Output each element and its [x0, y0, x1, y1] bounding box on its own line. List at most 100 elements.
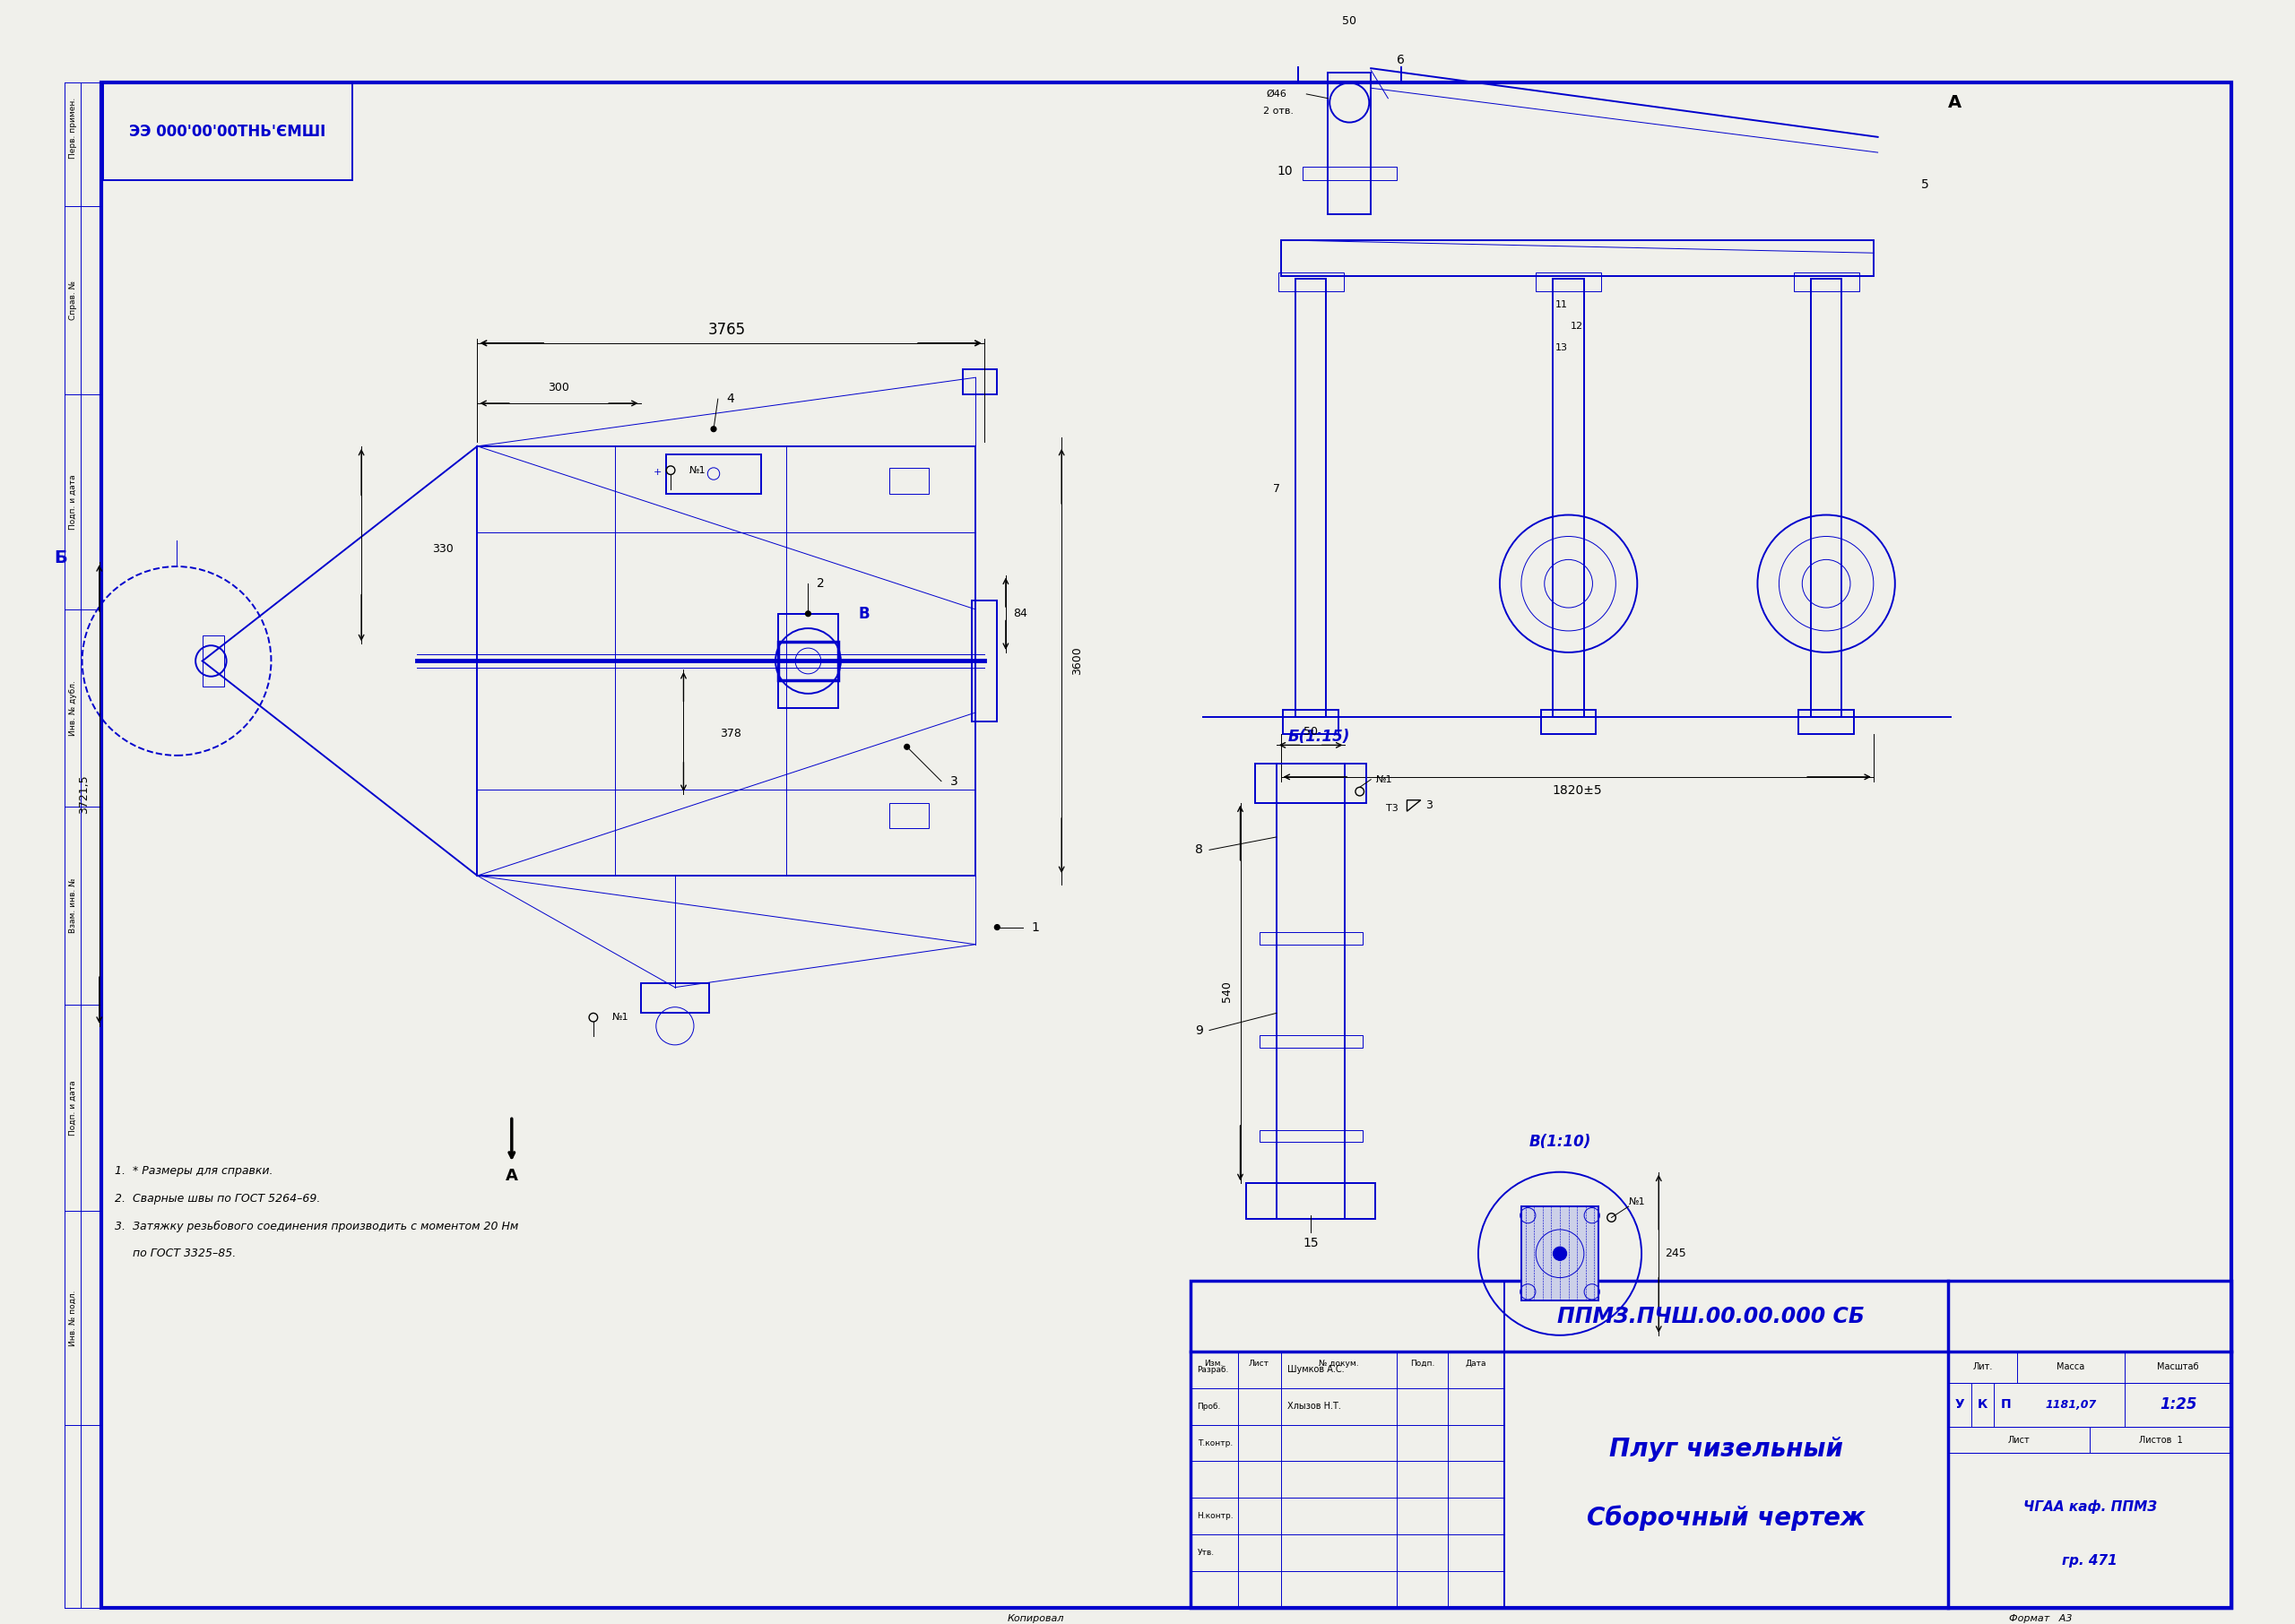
Text: 1:25: 1:25 — [2160, 1397, 2196, 1413]
Circle shape — [994, 924, 1001, 931]
Text: А: А — [1948, 94, 1962, 110]
Text: Плуг чизельный: Плуг чизельный — [1609, 1436, 1843, 1462]
Text: 13: 13 — [1556, 343, 1567, 352]
Text: Б: Б — [55, 549, 67, 567]
Text: 1181,07: 1181,07 — [2045, 1398, 2095, 1411]
Text: К: К — [1978, 1398, 1987, 1411]
Text: Перв. примен.: Перв. примен. — [69, 97, 76, 159]
Text: Н.контр.: Н.контр. — [1198, 1512, 1235, 1520]
Bar — [1294, 279, 1327, 716]
Text: Дата: Дата — [1467, 1359, 1487, 1367]
Text: Инв. № подл.: Инв. № подл. — [69, 1289, 76, 1346]
Text: 4: 4 — [728, 393, 734, 406]
Circle shape — [806, 611, 810, 615]
Text: Ø46: Ø46 — [1267, 89, 1287, 99]
Bar — [964, 369, 996, 395]
Text: У: У — [1955, 1398, 1965, 1411]
Circle shape — [904, 744, 909, 749]
Text: 12: 12 — [1570, 322, 1584, 330]
Text: 50: 50 — [1304, 726, 1317, 737]
Bar — [1191, 1281, 2231, 1608]
Text: 300: 300 — [549, 382, 569, 393]
Text: 3.  Затяжку резьбового соединения производить с моментом 20 Нм: 3. Затяжку резьбового соединения произво… — [115, 1220, 519, 1233]
Bar — [1278, 273, 1343, 292]
Bar — [1554, 279, 1584, 716]
Bar — [1281, 240, 1873, 276]
Text: 84: 84 — [1012, 607, 1028, 619]
Text: 50: 50 — [1343, 15, 1356, 28]
Text: №1: №1 — [613, 1013, 629, 1021]
Text: 2: 2 — [817, 578, 824, 590]
Text: 1: 1 — [1030, 921, 1040, 934]
Text: Подп.: Подп. — [1409, 1359, 1434, 1367]
Text: Инв. № дубл.: Инв. № дубл. — [69, 680, 76, 736]
Bar — [640, 983, 709, 1013]
Text: Подп. и дата: Подп. и дата — [69, 474, 76, 529]
Bar — [890, 468, 929, 494]
Text: ЭЭ 000'00'00ТНЬ'ЄМШІ: ЭЭ 000'00'00ТНЬ'ЄМШІ — [129, 123, 326, 140]
Text: Утв.: Утв. — [1198, 1549, 1214, 1557]
Text: Справ. №: Справ. № — [69, 281, 76, 320]
Bar — [890, 802, 929, 828]
Text: № докум.: № докум. — [1320, 1359, 1359, 1367]
Text: 3765: 3765 — [707, 322, 746, 338]
Bar — [202, 635, 225, 687]
Text: А: А — [505, 1168, 519, 1184]
Text: 2.  Сварные швы по ГОСТ 5264–69.: 2. Сварные швы по ГОСТ 5264–69. — [115, 1192, 321, 1205]
Text: Б(1:15): Б(1:15) — [1287, 729, 1349, 744]
Text: Т.контр.: Т.контр. — [1198, 1439, 1232, 1447]
Text: 8: 8 — [1196, 843, 1203, 856]
Circle shape — [1554, 1247, 1567, 1260]
Text: 3600: 3600 — [1072, 646, 1083, 676]
Text: 9: 9 — [1196, 1025, 1203, 1036]
Text: П: П — [2001, 1398, 2010, 1411]
Text: 1.  * Размеры для справки.: 1. * Размеры для справки. — [115, 1166, 273, 1177]
Bar — [1522, 1207, 1600, 1301]
Text: Копировал: Копировал — [1008, 1614, 1065, 1622]
Text: 7: 7 — [1274, 484, 1281, 495]
Text: Взам. инв. №: Взам. инв. № — [69, 879, 76, 934]
Text: 245: 245 — [1666, 1247, 1687, 1260]
Text: №1: №1 — [1375, 775, 1393, 784]
Text: 5: 5 — [1921, 179, 1930, 190]
Text: Подп. и дата: Подп. и дата — [69, 1080, 76, 1135]
Text: гр. 471: гр. 471 — [2063, 1554, 2118, 1567]
Text: 11: 11 — [1556, 300, 1567, 309]
Bar — [1283, 710, 1338, 734]
Bar — [103, 84, 351, 180]
Text: Масса: Масса — [2056, 1363, 2084, 1372]
Text: №1: №1 — [1629, 1197, 1646, 1207]
Bar — [1948, 1453, 2231, 1608]
Text: Сборочный чертеж: Сборочный чертеж — [1586, 1505, 1866, 1531]
Bar — [1301, 167, 1398, 180]
Text: 3: 3 — [1425, 799, 1432, 810]
Bar — [1260, 932, 1363, 945]
Text: 3: 3 — [950, 775, 957, 788]
Text: +: + — [654, 468, 661, 476]
Text: 3721,5: 3721,5 — [78, 775, 90, 814]
Text: Изм.: Изм. — [1205, 1359, 1223, 1367]
Text: по ГОСТ 3325–85.: по ГОСТ 3325–85. — [115, 1247, 236, 1260]
Text: Шумков А.С.: Шумков А.С. — [1287, 1366, 1345, 1374]
Bar — [1260, 1036, 1363, 1047]
Text: Листов  1: Листов 1 — [2139, 1436, 2183, 1444]
Text: В: В — [858, 606, 870, 622]
Text: Лист: Лист — [1248, 1359, 1269, 1367]
Text: 1820±5: 1820±5 — [1551, 784, 1602, 797]
Text: 330: 330 — [431, 544, 454, 555]
Bar — [1795, 273, 1859, 292]
Text: №1: №1 — [688, 466, 707, 474]
Bar — [1948, 1382, 2231, 1427]
Circle shape — [711, 427, 716, 432]
Bar — [1948, 1351, 2231, 1382]
Bar — [1535, 273, 1602, 292]
Text: 6: 6 — [1398, 54, 1405, 67]
Text: ЧГАА каф. ППМЗ: ЧГАА каф. ППМЗ — [2024, 1501, 2157, 1514]
Bar — [1811, 279, 1841, 716]
Text: Лист: Лист — [2008, 1436, 2031, 1444]
Bar — [971, 601, 996, 721]
Bar — [1246, 1184, 1375, 1220]
Text: ППМЗ.ПЧШ.00.00.000 СБ: ППМЗ.ПЧШ.00.00.000 СБ — [1558, 1306, 1866, 1327]
Text: Т3: Т3 — [1386, 804, 1398, 814]
Bar — [1522, 1207, 1600, 1301]
